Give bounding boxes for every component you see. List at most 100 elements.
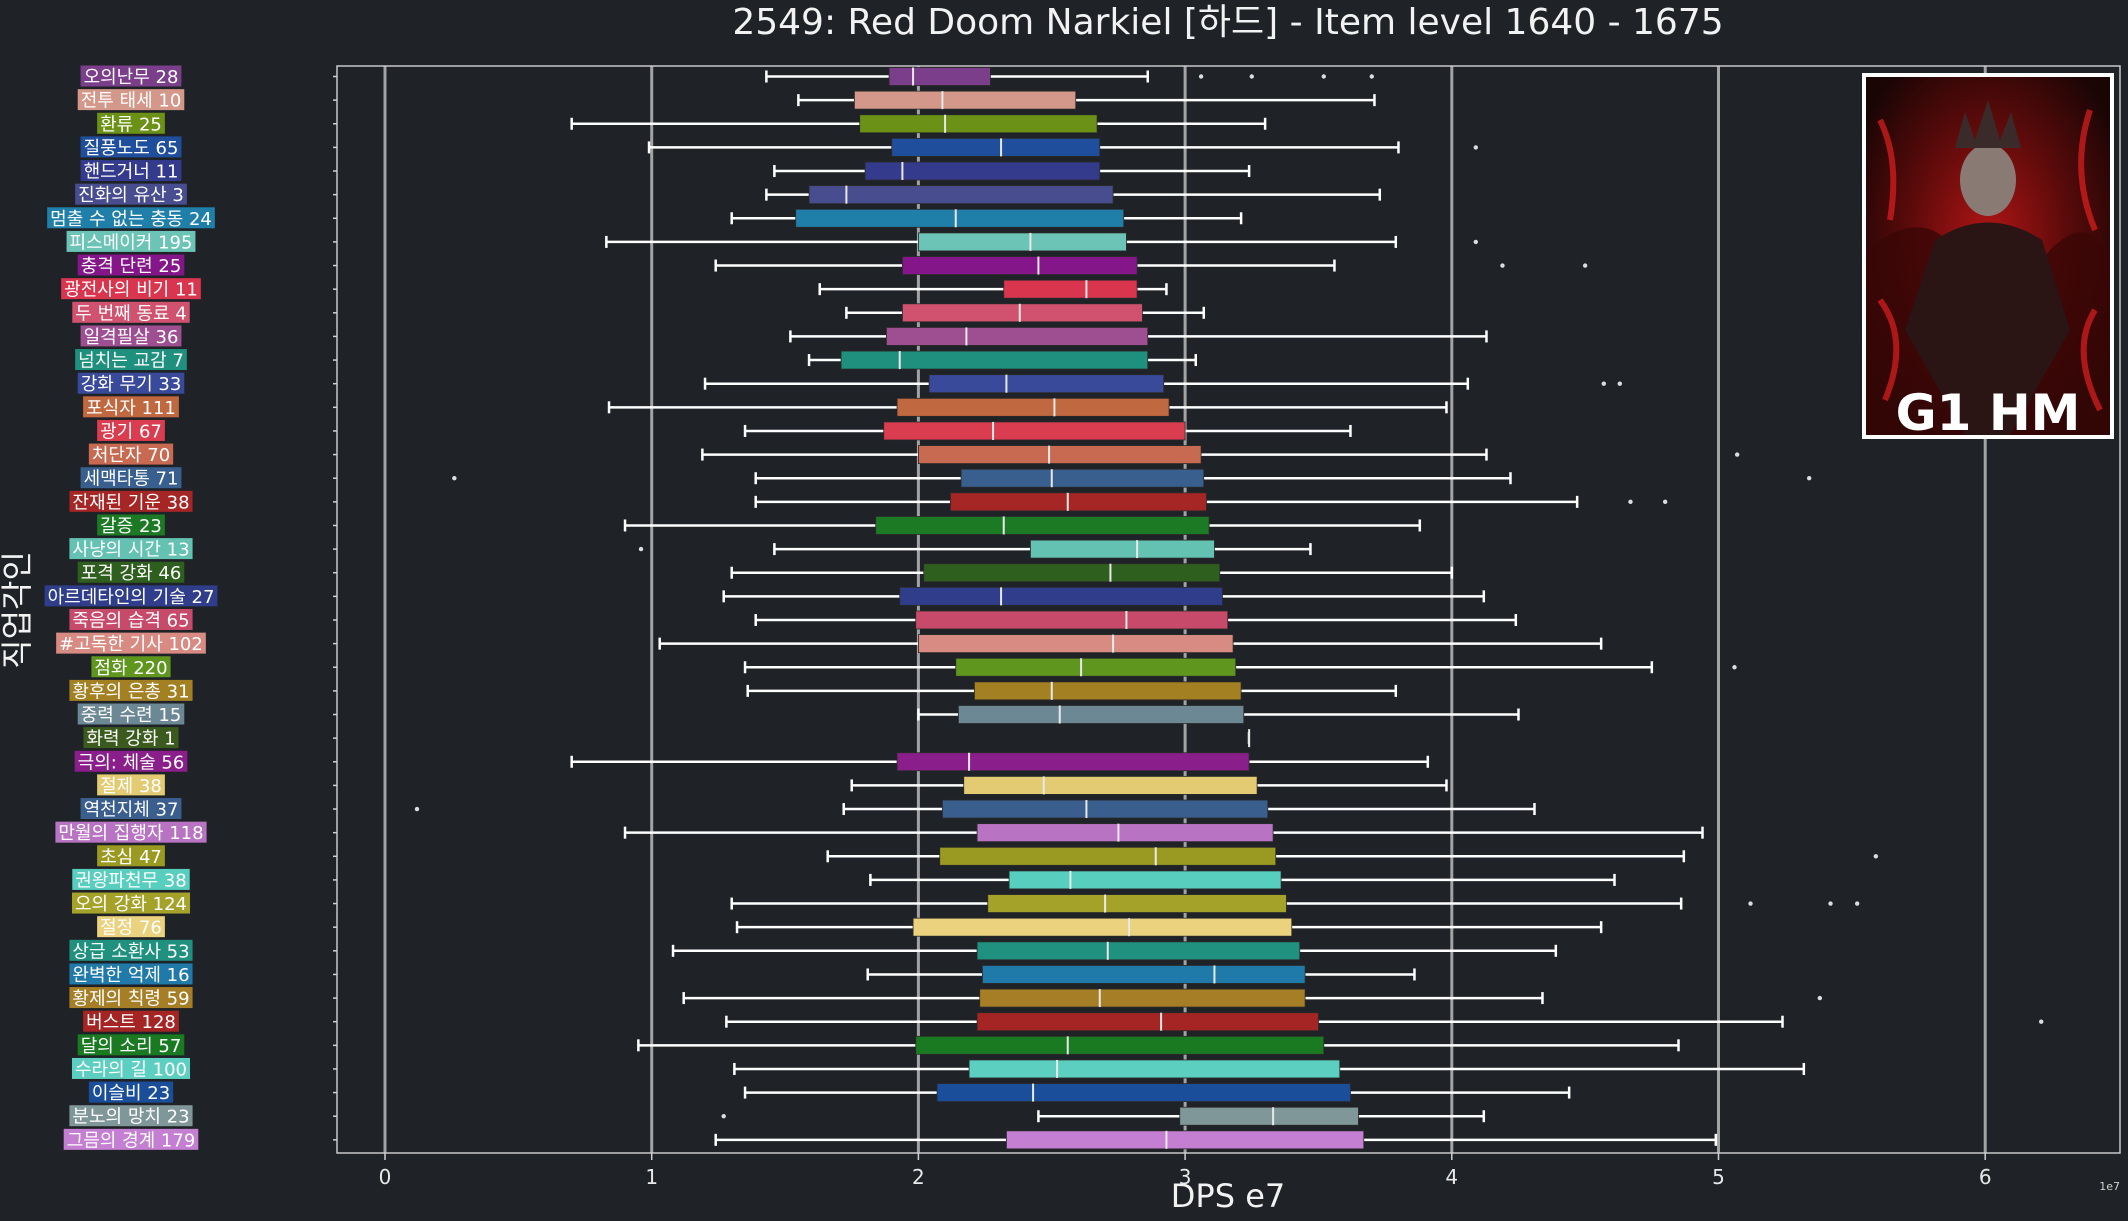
category-label: 포식자 111 bbox=[83, 396, 179, 419]
category-label-bg bbox=[77, 561, 185, 583]
category-label: 처단자 70 bbox=[88, 443, 174, 466]
box-iqr bbox=[915, 1035, 1325, 1055]
box-iqr bbox=[885, 327, 1149, 346]
category-label-text: 멈출 수 없는 충동 24 bbox=[50, 209, 212, 230]
category-label-text: 이슬비 23 bbox=[92, 1083, 170, 1104]
category-label-bg bbox=[77, 372, 185, 394]
x-tick-label: 0 bbox=[379, 1165, 392, 1189]
category-label-text: 처단자 70 bbox=[92, 445, 170, 466]
outlier-point bbox=[721, 1114, 726, 1119]
category-label-bg bbox=[83, 1010, 179, 1032]
box-iqr bbox=[912, 917, 1293, 937]
box-iqr bbox=[963, 776, 1258, 795]
category-label: 권왕파천무 38 bbox=[72, 868, 190, 891]
box-iqr bbox=[896, 752, 1250, 772]
box-iqr bbox=[1003, 279, 1138, 299]
box-row bbox=[333, 657, 1737, 677]
category-label-bg bbox=[97, 774, 165, 796]
box-series bbox=[333, 67, 2044, 1150]
category-label-bg bbox=[88, 1081, 174, 1103]
box-iqr bbox=[936, 1083, 1351, 1102]
category-label-text: 피스메이커 195 bbox=[70, 232, 193, 253]
box-iqr bbox=[987, 894, 1287, 913]
box-iqr bbox=[899, 586, 1223, 606]
category-label: #고독한 기사 102 bbox=[56, 632, 206, 655]
category-label: 수라의 길 100 bbox=[71, 1057, 191, 1080]
category-label-bg bbox=[55, 821, 207, 843]
outlier-point bbox=[1873, 854, 1879, 859]
x-tick-label: 2 bbox=[912, 1165, 925, 1189]
category-label: 일격필살 36 bbox=[80, 325, 182, 348]
outlier-point bbox=[452, 476, 457, 481]
category-label: 넘치는 교감 7 bbox=[75, 349, 187, 372]
category-label-text: 버스트 128 bbox=[86, 1012, 176, 1033]
box-iqr bbox=[979, 988, 1306, 1008]
category-label-bg bbox=[77, 1034, 185, 1056]
category-label-text: 오의난무 28 bbox=[84, 67, 179, 88]
category-label-text: 세맥타통 71 bbox=[84, 469, 179, 490]
category-label-text: 화력 강화 1 bbox=[86, 729, 175, 750]
category-label-bg bbox=[80, 467, 182, 489]
category-label-text: 진화의 유산 3 bbox=[78, 185, 184, 206]
category-label-text: 수라의 길 100 bbox=[75, 1059, 187, 1080]
category-label-text: 상급 소환사 53 bbox=[72, 941, 189, 962]
outlier-point bbox=[1601, 381, 1607, 386]
box-iqr bbox=[864, 161, 1101, 181]
category-label-text: 황후의 은총 31 bbox=[72, 681, 189, 702]
box-row bbox=[333, 374, 1623, 394]
category-label-text: 그믐의 경계 179 bbox=[67, 1130, 196, 1151]
box-row bbox=[333, 279, 1168, 299]
category-label: 절정 76 bbox=[97, 916, 165, 939]
category-label-text: 잔재된 기운 38 bbox=[72, 492, 189, 513]
x-tick-label: 3 bbox=[1179, 1165, 1192, 1189]
category-label: 핸드거너 11 bbox=[80, 160, 182, 183]
category-label-bg bbox=[97, 514, 165, 536]
category-label: 사냥의 시간 13 bbox=[69, 538, 193, 561]
category-label: 절제 38 bbox=[97, 774, 165, 797]
outlier-point bbox=[1748, 901, 1753, 906]
gridlines bbox=[383, 66, 1987, 1153]
category-label-bg bbox=[69, 490, 193, 512]
category-label-text: 강화 무기 33 bbox=[81, 374, 182, 395]
category-label-bg bbox=[88, 443, 174, 465]
category-label-bg bbox=[97, 916, 165, 938]
box-iqr bbox=[1006, 1130, 1365, 1150]
boss-portrait-image bbox=[1866, 77, 2110, 435]
category-label-bg bbox=[83, 727, 179, 749]
category-label-bg bbox=[69, 987, 193, 1009]
category-label: 피스메이커 195 bbox=[66, 230, 196, 253]
category-label-text: 완벽한 억제 16 bbox=[72, 965, 189, 986]
box-iqr bbox=[976, 1012, 1319, 1032]
box-row bbox=[333, 1059, 1806, 1079]
category-label-bg bbox=[80, 160, 182, 182]
box-iqr bbox=[901, 256, 1138, 275]
x-tick-label: 6 bbox=[1979, 1165, 1992, 1189]
box-row bbox=[333, 563, 1454, 583]
box-row bbox=[333, 327, 1488, 346]
category-label: 전투 태세 10 bbox=[77, 89, 185, 112]
category-label-bg bbox=[66, 230, 196, 252]
category-label-bg bbox=[72, 301, 190, 323]
box-row bbox=[333, 634, 1603, 654]
box-iqr bbox=[955, 657, 1237, 677]
category-label-text: 광전사의 비기 11 bbox=[64, 280, 198, 301]
category-label-text: 넘치는 교감 7 bbox=[78, 351, 184, 372]
box-row bbox=[333, 1012, 2044, 1032]
category-label: 오의난무 28 bbox=[80, 65, 182, 88]
box-row bbox=[333, 256, 1588, 275]
outlier-point bbox=[1734, 452, 1740, 457]
box-row bbox=[333, 728, 1252, 748]
box-row bbox=[333, 421, 1352, 441]
outlier-point bbox=[1662, 499, 1668, 505]
box-row bbox=[333, 1035, 1680, 1055]
outlier-point bbox=[1628, 499, 1633, 505]
category-label-text: 죽음의 습격 65 bbox=[72, 610, 189, 631]
box-iqr bbox=[896, 397, 1170, 417]
box-iqr bbox=[918, 634, 1234, 654]
category-label-bg bbox=[75, 349, 187, 371]
category-label-bg bbox=[77, 254, 185, 276]
category-label-bg bbox=[97, 419, 165, 441]
outlier-point bbox=[1854, 901, 1860, 906]
box-row bbox=[333, 894, 1860, 913]
box-iqr bbox=[901, 303, 1143, 323]
